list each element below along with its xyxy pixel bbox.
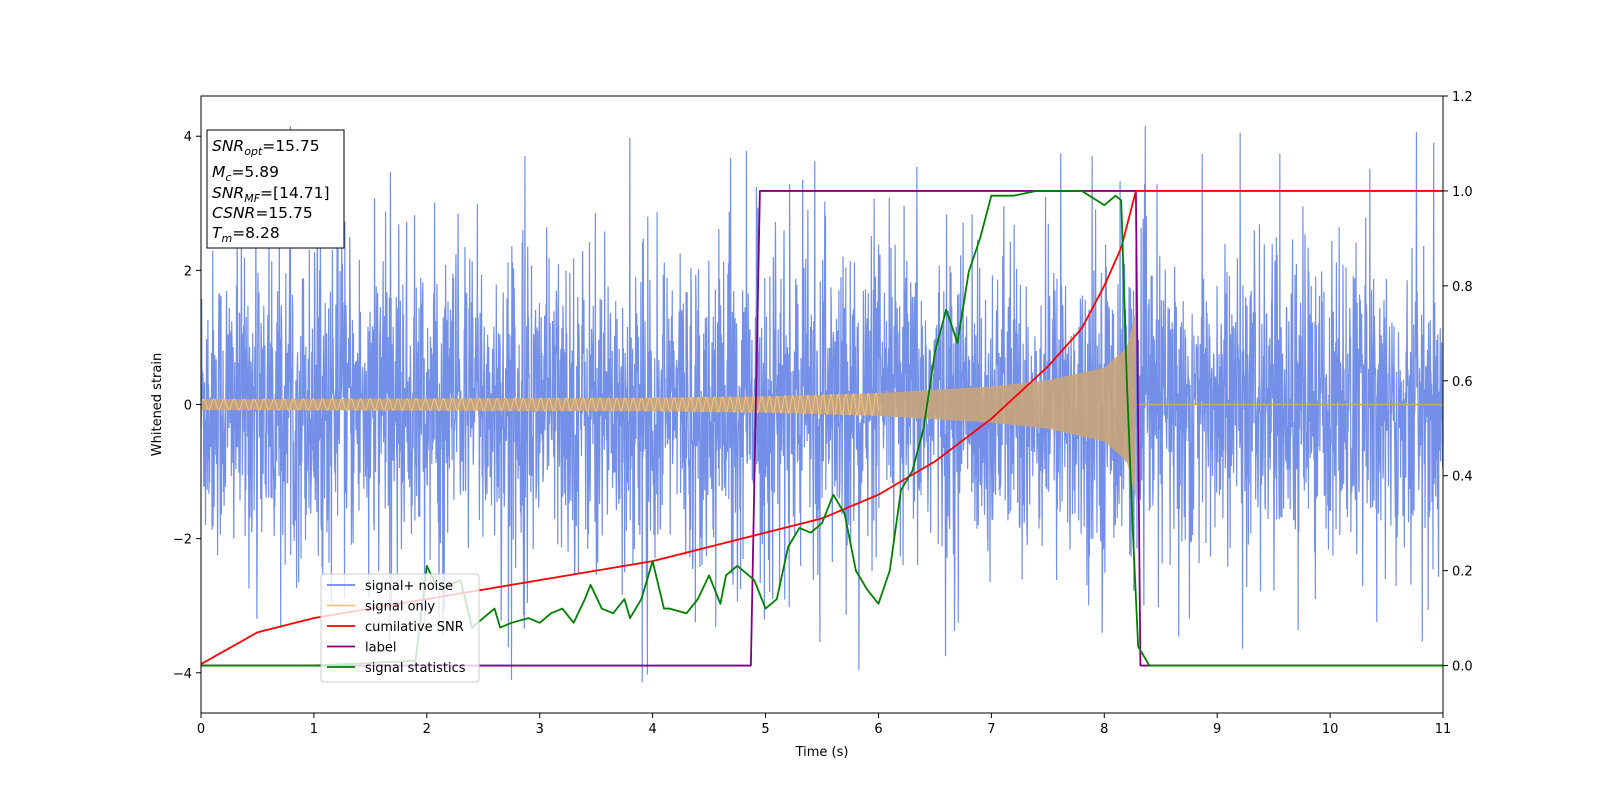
info-box: SNRopt=15.75 Mc=5.89SNRMF=[14.71]CSNR=15.… xyxy=(206,129,345,249)
y-left-tick-label: 0 xyxy=(184,399,192,414)
y-left-tick-label: −4 xyxy=(173,667,192,682)
signal-oscillation xyxy=(201,392,879,417)
x-tick-label: 5 xyxy=(761,722,769,737)
y-right-tick-label: 0.0 xyxy=(1452,660,1473,675)
legend: signal+ noise signal only cumilative SNR la… xyxy=(320,573,480,683)
x-axis-label: Time (s) xyxy=(795,745,849,760)
y-left-tick-label: 2 xyxy=(184,264,192,279)
legend-label: label xyxy=(365,641,396,656)
y-axis-label: Whitened strain xyxy=(150,353,165,456)
info-tm: Tm=8.28 xyxy=(212,224,280,245)
y-right-tick-label: 1.2 xyxy=(1452,90,1473,105)
legend-label: cumilative SNR xyxy=(365,620,464,635)
info-box-frame xyxy=(206,129,345,249)
y-left-tick-label: −2 xyxy=(173,533,192,548)
series-signal-statistics xyxy=(201,190,1443,667)
x-tick-label: 7 xyxy=(987,722,995,737)
noise-trace xyxy=(201,126,1443,683)
x-tick-label: 0 xyxy=(197,722,205,737)
x-tick-label: 6 xyxy=(874,722,882,737)
x-tick-label: 2 xyxy=(423,722,431,737)
y-right-tick-label: 1.0 xyxy=(1452,185,1473,200)
info-mc: Mc=5.89 xyxy=(212,163,279,184)
x-tick-label: 8 xyxy=(1100,722,1108,737)
x-tick-label: 1 xyxy=(310,722,318,737)
info-snr-opt: SNRopt=15.75 xyxy=(212,137,320,158)
legend-frame xyxy=(320,573,480,683)
info-snr-mf: SNRMF=[14.71] xyxy=(212,184,330,205)
info-csnr: CSNR=15.75 xyxy=(212,204,313,222)
x-tick-label: 11 xyxy=(1435,722,1452,737)
x-tick-label: 9 xyxy=(1213,722,1221,737)
legend-label: signal only xyxy=(365,600,435,615)
y-right-tick-label: 0.4 xyxy=(1452,470,1473,485)
y-right-tick-label: 0.8 xyxy=(1452,280,1473,295)
x-tick-label: 10 xyxy=(1322,722,1339,737)
legend-label: signal statistics xyxy=(365,661,466,676)
statistics-curve xyxy=(201,190,1443,667)
y-right-tick-label: 0.2 xyxy=(1452,565,1473,580)
x-tick-label: 4 xyxy=(648,722,656,737)
series-signal-noise xyxy=(201,126,1443,683)
series-signal-only xyxy=(201,310,1443,499)
x-tick-label: 3 xyxy=(536,722,544,737)
axes: 0 1 2 3 4 5 6 7 8 9 10 11 −4 −2 0 2 4 0.0 0.2 0.4 0.6 0.8 1.0 1… xyxy=(150,90,1473,760)
legend-label: signal+ noise xyxy=(365,579,453,594)
y-right-tick-label: 0.6 xyxy=(1452,375,1473,390)
y-left-tick-label: 4 xyxy=(184,130,192,145)
